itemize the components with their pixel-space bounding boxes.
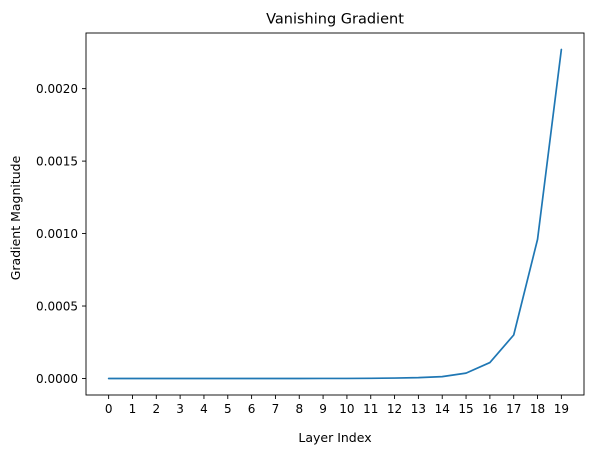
x-tick-label: 7 xyxy=(272,402,280,416)
x-tick-label: 0 xyxy=(105,402,113,416)
y-tick-label: 0.0010 xyxy=(36,227,78,241)
x-tick-label: 5 xyxy=(224,402,232,416)
x-tick-label: 3 xyxy=(176,402,184,416)
y-tick-label: 0.0005 xyxy=(36,300,78,314)
x-tick-label: 2 xyxy=(152,402,160,416)
y-axis-label: Gradient Magnitude xyxy=(8,155,23,280)
y-tick-label: 0.0000 xyxy=(36,372,78,386)
x-tick-label: 1 xyxy=(129,402,137,416)
x-tick-label: 16 xyxy=(482,402,497,416)
y-tick-label: 0.0020 xyxy=(36,82,78,96)
series-line xyxy=(107,48,563,380)
x-axis-label: Layer Index xyxy=(298,430,371,445)
x-tick-label: 15 xyxy=(458,402,473,416)
y-tick-label: 0.0015 xyxy=(36,155,78,169)
x-tick-label: 17 xyxy=(506,402,521,416)
x-tick-label: 13 xyxy=(411,402,426,416)
x-tick-label: 11 xyxy=(363,402,378,416)
x-tick-label: 8 xyxy=(295,402,303,416)
plot-area: 0 1 2 3 4 5 6 7 8 9 10 11 12 13 14 15 16 17 18 190.00000.00… xyxy=(36,32,585,416)
x-tick-label: 14 xyxy=(435,402,450,416)
x-tick-label: 12 xyxy=(387,402,402,416)
x-tick-label: 4 xyxy=(200,402,208,416)
x-tick-label: 6 xyxy=(248,402,256,416)
x-tick-label: 18 xyxy=(530,402,545,416)
x-tick-label: 9 xyxy=(319,402,327,416)
x-tick-label: 10 xyxy=(339,402,354,416)
chart-title: Vanishing Gradient xyxy=(266,12,404,28)
plot-frame xyxy=(85,32,585,396)
x-tick-label: 19 xyxy=(554,402,569,416)
